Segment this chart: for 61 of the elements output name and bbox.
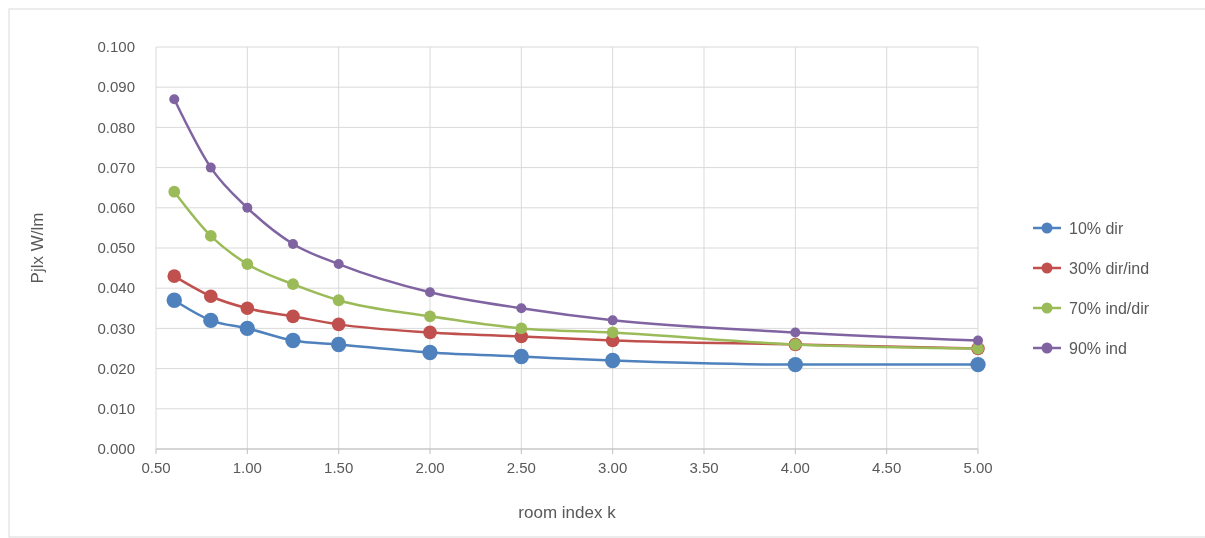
y-tick-label: 0.040 [97, 279, 135, 297]
point [286, 309, 300, 324]
legend-label: 90% ind [1069, 339, 1127, 357]
y-tick-label: 0.100 [97, 38, 135, 56]
x-tick-label: 2.50 [506, 459, 536, 476]
point [204, 230, 217, 242]
point [516, 303, 527, 314]
y-tick-label: 0.090 [97, 78, 135, 96]
point [168, 185, 181, 198]
point [239, 320, 256, 337]
y-tick-label: 0.060 [97, 199, 135, 217]
point [241, 258, 254, 270]
point [425, 287, 435, 298]
point [515, 322, 528, 335]
point [285, 332, 301, 349]
x-axis-title: room index k [518, 503, 617, 522]
y-axis-title: Pjlx W/lm [28, 212, 47, 284]
x-tick-label: 1.50 [324, 459, 354, 476]
point [973, 335, 983, 346]
point [332, 294, 345, 307]
y-tick-label: 0.050 [97, 239, 135, 257]
legend-label: 10% dir [1069, 219, 1124, 237]
point [204, 289, 218, 304]
y-tick-label: 0.010 [97, 400, 135, 418]
point [205, 162, 216, 173]
point [423, 325, 437, 340]
point [790, 327, 801, 338]
x-tick-label: 2.00 [415, 459, 445, 476]
x-tick-label: 3.50 [689, 459, 719, 476]
point [166, 292, 182, 308]
y-tick-label: 0.080 [97, 118, 135, 136]
point [169, 94, 180, 105]
point [424, 310, 436, 323]
point [607, 315, 618, 326]
legend-label: 70% ind/dir [1069, 299, 1150, 317]
y-tick-label: 0.070 [97, 158, 135, 176]
x-tick-label: 5.00 [963, 459, 993, 476]
point [787, 356, 804, 373]
point [287, 278, 299, 291]
legend-label: 30% dir/ind [1069, 259, 1150, 277]
y-tick-label: 0.020 [97, 359, 135, 377]
point [513, 348, 530, 365]
y-tick-label: 0.000 [97, 440, 135, 458]
point [604, 352, 621, 369]
x-tick-label: 4.50 [872, 459, 902, 476]
x-tick-label: 4.00 [780, 459, 810, 476]
point [167, 269, 182, 283]
point [970, 356, 986, 373]
point [606, 326, 619, 339]
x-tick-label: 3.00 [598, 459, 628, 476]
point [331, 317, 346, 332]
x-tick-label: 0.50 [141, 459, 171, 476]
point [330, 336, 347, 353]
point [288, 238, 298, 249]
x-tick-label: 1.00 [232, 459, 262, 476]
point [422, 344, 438, 361]
point [203, 312, 219, 329]
point [242, 202, 253, 213]
point [333, 259, 344, 270]
y-tick-label: 0.030 [97, 319, 135, 337]
point [240, 301, 255, 316]
